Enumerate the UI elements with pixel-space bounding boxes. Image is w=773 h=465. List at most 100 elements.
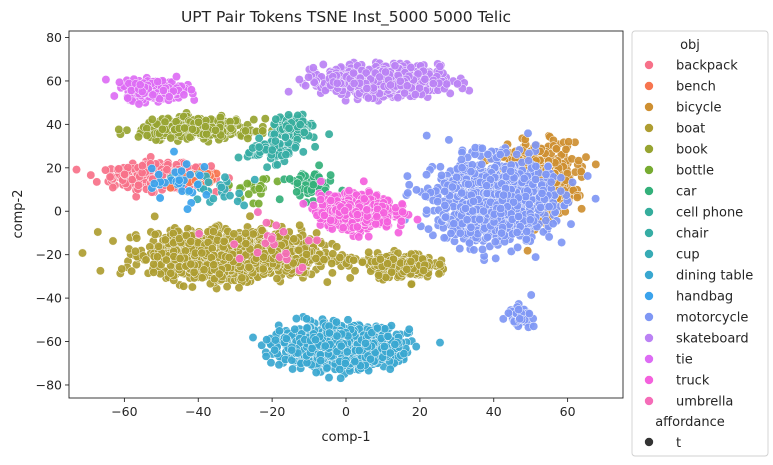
scatter-point-backpack [131,192,141,202]
scatter-point-boat [258,264,268,274]
scatter-point-dining-table [270,345,280,355]
scatter-point-dining-table [366,354,376,364]
scatter-point-book [200,122,210,132]
scatter-point-book [134,132,143,142]
scatter-point-bottle [254,184,264,194]
scatter-point-boat [345,273,355,283]
scatter-point-boat [335,253,345,262]
scatter-point-book [202,129,212,139]
scatter-point-dining-table [385,348,395,358]
scatter-point-book [249,115,259,125]
scatter-point-dining-table [385,364,395,374]
scatter-point-car [292,187,302,197]
scatter-point-cup [220,172,230,182]
scatter-point-boat [237,273,247,283]
scatter-point-book [188,124,197,134]
scatter-point-dining-table [281,334,291,344]
scatter-point-handbag [149,179,159,189]
scatter-point-car [275,194,285,204]
scatter-point-boat [161,255,171,265]
scatter-point-dining-table [320,341,330,351]
scatter-point-boat [117,264,127,274]
scatter-point-book [243,133,253,143]
scatter-point-cup [234,188,244,198]
scatter-point-backpack [127,175,137,185]
scatter-point-dining-table [379,342,389,352]
scatter-point-boat [108,236,118,246]
scatter-point-backpack [86,170,96,180]
scatter-point-backpack [114,164,124,174]
scatter-point-chair [281,150,291,160]
scatter-point-car [314,160,324,170]
scatter-point-book [226,123,236,133]
scatter-point-boat [364,247,374,257]
scatter-point-boat [224,252,234,262]
scatter-point-dining-table [399,349,409,359]
scatter-point-dining-table [350,357,360,367]
scatter-point-chair [254,142,264,152]
scatter-point-car [292,178,302,188]
scatter-point-boat [209,260,219,270]
scatter-point-boat [387,267,397,277]
scatter-point-boat [208,227,218,236]
scatter-point-boat [197,273,207,283]
scatter-point-cell-phone [284,110,294,120]
scatter-point-bicycle [572,192,582,202]
scatter-point-boat [234,283,244,293]
scatter-point-bicycle [577,204,587,214]
scatter-point-dining-table [354,346,364,355]
scatter-point-boat [245,211,255,221]
scatter-point-handbag [201,190,211,200]
scatter-point-boat [244,262,254,272]
scatter-point-dining-table [332,331,342,341]
scatter-point-handbag [183,204,192,214]
scatter-point-bottle [242,179,252,189]
scatter-point-handbag [195,170,205,180]
scatter-point-dining-table [288,364,298,374]
scatter-point-chair [262,162,272,172]
scatter-point-chair [280,132,290,142]
scatter-point-dining-table [373,323,382,333]
scatter-point-bicycle [564,137,574,147]
scatter-point-cup [216,182,226,192]
scatter-point-boat [149,259,159,269]
scatter-point-dining-table [290,324,300,334]
scatter-point-motorcycle [523,128,533,138]
scatter-point-boat [186,237,196,246]
scatter-point-cell-phone [295,120,305,130]
scatter-point-boat [95,266,105,276]
scatter-point-dining-table [390,339,400,349]
scatter-point-boat [199,265,209,275]
scatter-point-boat [241,239,251,249]
scatter-point-handbag [185,170,195,180]
scatter-point-boat [186,259,196,269]
scatter-point-dining-table [361,338,370,348]
scatter-point-motorcycle [404,180,414,190]
scatter-point-backpack [105,172,115,182]
scatter-point-book [147,114,157,124]
scatter-point-cup [239,200,249,210]
scatter-point-book [211,125,220,135]
scatter-point-dining-table [262,335,272,345]
scatter-point-book [158,124,167,134]
scatter-point-backpack [72,165,81,175]
scatter-point-boat [248,229,258,239]
scatter-point-dining-table [336,341,346,351]
scatter-point-book [241,126,251,136]
scatter-point-boat [327,268,337,278]
scatter-point-boat [241,228,251,238]
scatter-points [72,58,601,383]
scatter-point-backpack [133,180,143,190]
scatter-point-chair [234,153,243,162]
scatter-point-dining-table [340,358,350,368]
scatter-point-boat [130,246,140,256]
scatter-point-dining-table [380,324,390,334]
chart-title: UPT Pair Tokens TSNE Inst_5000 5000 Teli… [181,8,511,27]
scatter-point-boat [150,230,160,239]
scatter-point-book [166,133,176,143]
scatter-point-backpack [120,169,130,179]
scatter-point-boat [179,281,189,291]
scatter-point-boat [93,227,103,237]
scatter-point-boat [272,274,282,283]
scatter-point-car [308,180,318,190]
